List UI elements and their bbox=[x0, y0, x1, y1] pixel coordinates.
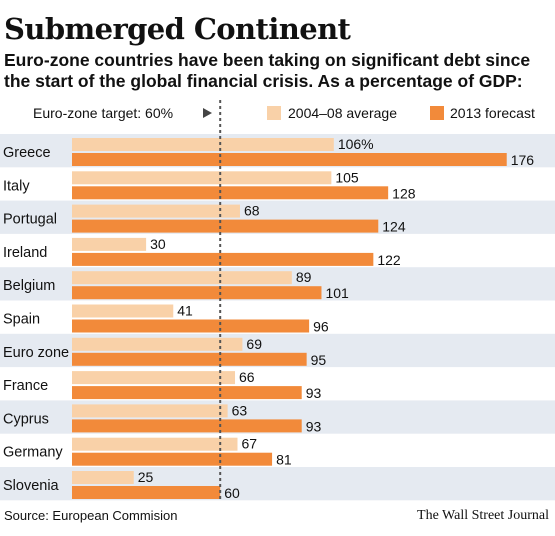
bar-2004-08-greece bbox=[72, 138, 334, 151]
bar-2013-portugal bbox=[72, 219, 379, 233]
reference-arrow-icon bbox=[203, 108, 212, 118]
value-label-2013-belgium: 101 bbox=[325, 285, 349, 301]
bar-2013-cyprus bbox=[72, 419, 302, 433]
bar-2004-08-cyprus bbox=[72, 404, 228, 418]
category-label-belgium: Belgium bbox=[3, 278, 55, 294]
value-label-2004-08-belgium: 89 bbox=[296, 269, 312, 285]
source-note: Source: European Commision bbox=[4, 508, 178, 523]
value-label-2013-italy: 128 bbox=[392, 185, 416, 201]
category-label-cyprus: Cyprus bbox=[3, 411, 49, 427]
value-label-2004-08-germany: 67 bbox=[241, 436, 257, 452]
bar-2013-spain bbox=[72, 319, 310, 333]
value-label-2004-08-ireland: 30 bbox=[150, 236, 166, 252]
value-label-2013-slovenia: 60 bbox=[224, 485, 240, 501]
bar-2013-euro-zone bbox=[72, 352, 307, 366]
bar-2013-germany bbox=[72, 452, 273, 466]
value-label-2004-08-slovenia: 25 bbox=[138, 469, 154, 485]
value-label-2004-08-portugal: 68 bbox=[244, 203, 260, 219]
bar-2004-08-italy bbox=[72, 171, 332, 185]
bar-2013-slovenia bbox=[72, 486, 221, 499]
legend-swatch-2013 bbox=[430, 106, 444, 120]
value-label-2013-ireland: 122 bbox=[377, 252, 401, 268]
legend-label-2013: 2013 forecast bbox=[450, 105, 535, 121]
reference-line-label: Euro-zone target: 60% bbox=[33, 105, 173, 121]
publisher-credit: The Wall Street Journal bbox=[417, 508, 549, 523]
bar-2004-08-germany bbox=[72, 437, 238, 451]
bar-2013-belgium bbox=[72, 286, 322, 300]
category-label-italy: Italy bbox=[3, 178, 30, 194]
legend-label-2004-08: 2004–08 average bbox=[288, 105, 397, 121]
legend-swatch-2004-08 bbox=[267, 106, 281, 120]
bar-2013-ireland bbox=[72, 252, 374, 266]
bar-2013-italy bbox=[72, 186, 389, 200]
category-label-portugal: Portugal bbox=[3, 212, 57, 228]
value-label-2004-08-france: 66 bbox=[239, 369, 255, 385]
value-label-2004-08-italy: 105 bbox=[335, 169, 359, 185]
value-label-2013-cyprus: 93 bbox=[306, 418, 322, 434]
value-label-2013-spain: 96 bbox=[313, 319, 329, 335]
category-label-ireland: Ireland bbox=[3, 245, 47, 261]
value-label-2013-euro-zone: 95 bbox=[311, 352, 327, 368]
bar-2004-08-france bbox=[72, 371, 236, 385]
category-label-france: France bbox=[3, 378, 48, 394]
bar-2004-08-ireland bbox=[72, 237, 147, 251]
category-label-greece: Greece bbox=[3, 145, 51, 161]
value-label-2004-08-greece: 106% bbox=[338, 136, 374, 152]
value-label-2013-greece: 176 bbox=[511, 152, 535, 168]
bar-2004-08-belgium bbox=[72, 271, 292, 285]
value-label-2004-08-spain: 41 bbox=[177, 303, 193, 319]
value-label-2004-08-cyprus: 63 bbox=[232, 402, 248, 418]
category-label-euro-zone: Euro zone bbox=[3, 345, 69, 361]
chart-subtitle: Euro-zone countries have been taking on … bbox=[4, 50, 531, 91]
value-label-2013-france: 93 bbox=[306, 385, 322, 401]
value-label-2013-germany: 81 bbox=[276, 452, 292, 468]
chart-title: Submerged Continent bbox=[4, 12, 351, 46]
bar-2004-08-euro-zone bbox=[72, 337, 243, 351]
category-label-spain: Spain bbox=[3, 312, 40, 328]
bar-2004-08-portugal bbox=[72, 204, 240, 218]
bar-2004-08-slovenia bbox=[72, 471, 134, 484]
bar-2013-greece bbox=[72, 153, 507, 166]
category-label-germany: Germany bbox=[3, 445, 63, 461]
category-label-slovenia: Slovenia bbox=[3, 478, 60, 494]
value-label-2013-portugal: 124 bbox=[382, 219, 406, 235]
bar-2004-08-spain bbox=[72, 304, 174, 318]
value-label-2004-08-euro-zone: 69 bbox=[246, 336, 262, 352]
bar-2013-france bbox=[72, 386, 302, 400]
